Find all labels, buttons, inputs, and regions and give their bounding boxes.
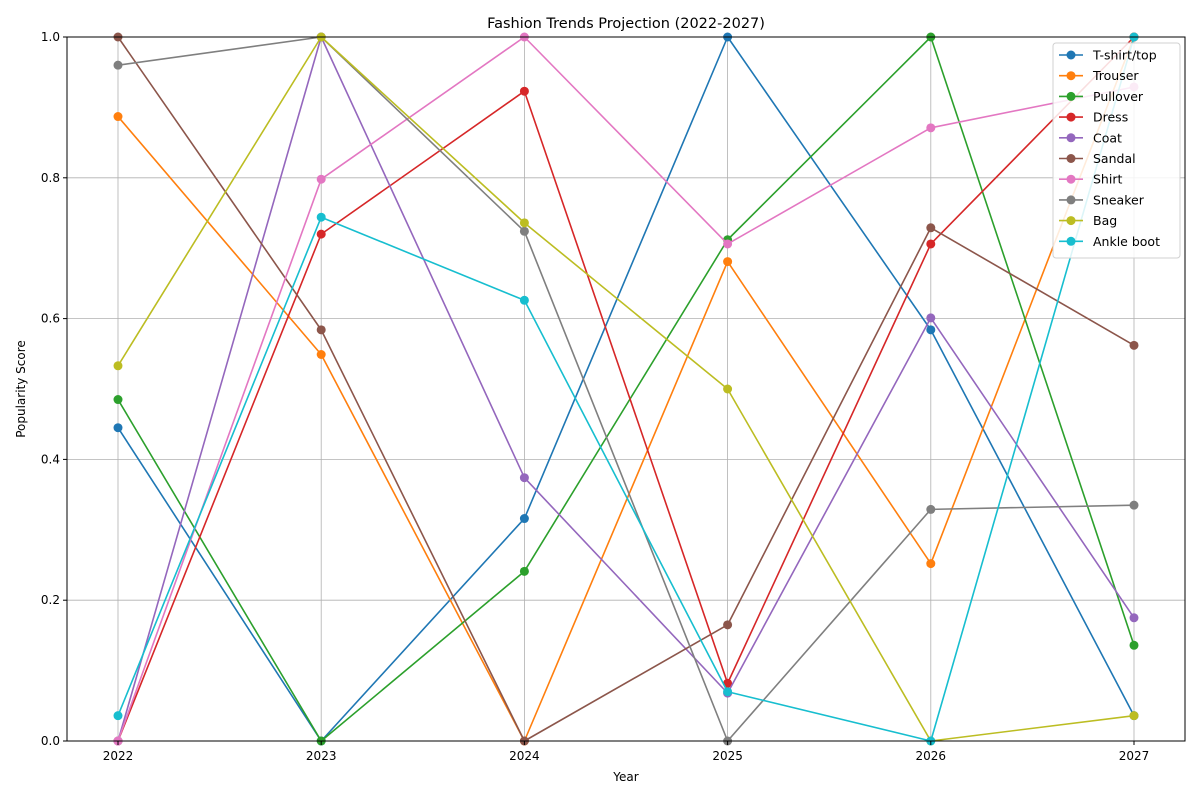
legend-label: Coat (1093, 130, 1122, 145)
data-point (926, 123, 936, 133)
series-lines (113, 32, 1139, 746)
data-point (113, 361, 123, 371)
series-line (117, 36, 1135, 742)
data-point (723, 257, 733, 267)
series-ankle-boot (113, 32, 1139, 746)
data-point (316, 350, 326, 360)
y-tick-label: 0.0 (41, 734, 60, 748)
series-line (117, 36, 1135, 742)
legend-marker (1066, 236, 1076, 246)
data-point (926, 239, 936, 249)
data-point (926, 325, 936, 335)
legend-label: Dress (1093, 110, 1128, 125)
legend-label: Pullover (1093, 89, 1144, 104)
series-line (117, 36, 1135, 742)
y-axis-label: Popularity Score (14, 340, 28, 438)
y-tick-label: 0.8 (41, 171, 60, 185)
legend-box (1052, 42, 1181, 259)
plot-frame (66, 36, 1186, 742)
data-point (926, 313, 936, 323)
legend-entry: Sandal (1059, 151, 1136, 166)
legend-entry: Bag (1059, 213, 1117, 228)
legend-entry: Trouser (1059, 68, 1139, 83)
legend: T-shirt/top Trouser Pullover Dress Coat Sanda… (1052, 42, 1181, 259)
legend-label: Bag (1093, 213, 1117, 228)
data-point (723, 678, 733, 688)
data-point (316, 325, 326, 335)
data-point (1129, 613, 1139, 623)
data-point (1129, 711, 1139, 721)
data-point (723, 687, 733, 697)
x-tick-label: 2024 (509, 749, 540, 763)
x-tick-label: 2025 (712, 749, 743, 763)
chart-title: Fashion Trends Projection (2022-2027) (487, 16, 765, 32)
series-line (117, 36, 1135, 742)
data-point (1129, 500, 1139, 510)
legend-entry: Coat (1059, 130, 1122, 145)
legend-label: Trouser (1092, 68, 1139, 83)
data-point (113, 711, 123, 721)
legend-label: Sneaker (1093, 192, 1145, 207)
legend-marker (1066, 133, 1076, 143)
legend-marker (1066, 154, 1076, 163)
data-point (316, 229, 326, 239)
legend-marker (1066, 216, 1076, 226)
y-tick-label: 1.0 (41, 30, 60, 44)
y-axis-ticks: 0.0 0.2 0.4 0.6 0.8 1.0 (41, 30, 67, 748)
data-point (926, 559, 936, 569)
legend-marker (1066, 195, 1076, 205)
legend-entry: Dress (1059, 110, 1128, 125)
data-point (519, 295, 529, 305)
legend-label: Sandal (1093, 151, 1136, 166)
data-point (316, 174, 326, 184)
legend-marker (1066, 91, 1076, 101)
legend-entry: Pullover (1059, 89, 1144, 104)
data-point (113, 112, 123, 122)
x-axis-ticks: 2022 2023 2024 2025 2026 2027 (103, 741, 1150, 763)
data-point (519, 218, 529, 228)
data-point (723, 620, 733, 630)
data-point (926, 504, 936, 514)
data-point (113, 60, 123, 70)
y-tick-label: 0.4 (41, 452, 60, 466)
x-tick-label: 2026 (916, 749, 947, 763)
legend-label: Shirt (1093, 172, 1122, 187)
legend-marker (1066, 174, 1076, 184)
series-line (117, 36, 1135, 742)
data-point (113, 395, 123, 405)
data-point (1129, 640, 1139, 650)
legend-marker (1066, 50, 1076, 60)
series-line (117, 36, 1135, 742)
legend-label: Ankle boot (1093, 234, 1160, 249)
y-tick-label: 0.2 (41, 593, 60, 607)
data-point (519, 473, 529, 483)
data-point (926, 223, 936, 233)
legend-entry: Ankle boot (1059, 234, 1160, 249)
y-tick-label: 0.6 (41, 312, 60, 326)
data-point (723, 384, 733, 394)
series-line (117, 36, 1135, 742)
data-point (1129, 340, 1139, 350)
legend-label: T-shirt/top (1092, 48, 1157, 63)
data-point (519, 514, 529, 524)
legend-entry: T-shirt/top (1059, 48, 1157, 63)
data-point (316, 212, 326, 222)
legend-entry: Shirt (1059, 172, 1122, 187)
data-point (519, 86, 529, 96)
data-point (113, 423, 123, 433)
series-line (117, 36, 1135, 742)
x-axis-label: Year (612, 770, 638, 784)
data-point (519, 226, 529, 236)
x-tick-label: 2027 (1119, 749, 1150, 763)
x-tick-label: 2023 (306, 749, 337, 763)
data-point (519, 566, 529, 576)
legend-marker (1066, 112, 1076, 122)
legend-marker (1066, 71, 1076, 81)
x-tick-label: 2022 (103, 749, 134, 763)
series-line (117, 36, 1135, 742)
series-line (117, 36, 1135, 742)
legend-entry: Sneaker (1059, 192, 1145, 207)
data-point (723, 239, 733, 249)
